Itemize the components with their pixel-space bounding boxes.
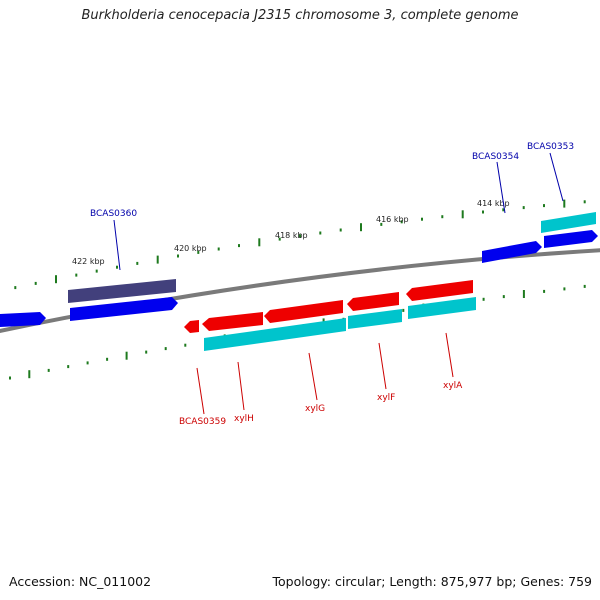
minor-tick xyxy=(402,308,405,312)
minor-tick xyxy=(75,273,78,277)
cds-feature-xylh-xylg[interactable] xyxy=(204,318,346,351)
minor-tick xyxy=(238,244,240,248)
gene-label-xylf[interactable]: xylF xyxy=(377,393,395,403)
gene-feature[interactable] xyxy=(0,312,46,327)
minor-tick xyxy=(145,350,148,354)
leader-line-bcas0359 xyxy=(196,367,205,415)
minor-tick xyxy=(9,376,11,380)
minor-tick xyxy=(563,287,566,291)
gene-feature-xylh[interactable] xyxy=(202,312,263,331)
minor-tick xyxy=(421,217,423,221)
genome-summary-text: Topology: circular; Length: 875,977 bp; … xyxy=(272,574,593,589)
gene-label-bcas0354[interactable]: BCAS0354 xyxy=(472,152,519,162)
gene-label-bcas0359[interactable]: BCAS0359 xyxy=(179,417,226,427)
minor-tick xyxy=(67,365,70,369)
minor-tick xyxy=(164,347,167,351)
leader-line-xylh xyxy=(237,361,245,411)
gene-feature-bcas0354[interactable] xyxy=(482,241,542,263)
major-tick xyxy=(522,290,525,298)
gene-feature-xylg[interactable] xyxy=(264,300,343,323)
minor-tick xyxy=(86,361,89,365)
leader-line-bcas0354 xyxy=(496,161,506,214)
minor-tick xyxy=(400,220,403,224)
major-tick xyxy=(28,370,31,379)
minor-tick xyxy=(543,289,546,293)
gene-label-xyla[interactable]: xylA xyxy=(443,381,463,391)
forward-gene-labels: BCAS0360 BCAS0354 BCAS0353 xyxy=(90,142,574,271)
gene-feature-bcas0359[interactable] xyxy=(184,320,199,333)
gene-feature-bcas0353[interactable] xyxy=(544,230,598,248)
cds-feature-bcas0353[interactable] xyxy=(541,212,596,233)
scale-label-418: 418 kbp xyxy=(275,231,308,240)
minor-tick xyxy=(34,281,37,285)
minor-tick xyxy=(116,265,118,269)
gene-label-bcas0353[interactable]: BCAS0353 xyxy=(527,142,574,152)
reverse-genes xyxy=(184,280,476,351)
gene-feature-bcas0360[interactable] xyxy=(68,279,176,303)
major-tick xyxy=(360,223,362,232)
scale-label-420: 420 kbp xyxy=(174,244,207,253)
minor-tick xyxy=(278,237,281,241)
gene-feature-xylf[interactable] xyxy=(347,292,399,311)
gene-label-xylg[interactable]: xylG xyxy=(305,404,325,414)
leader-line-xyla xyxy=(445,332,454,378)
minor-tick xyxy=(47,368,50,372)
map-title: Burkholderia cenocepacia J2315 chromosom… xyxy=(81,8,519,23)
leader-line-bcas0353 xyxy=(549,152,564,202)
major-tick xyxy=(125,351,128,360)
minor-tick xyxy=(502,295,505,299)
leader-line-xylf xyxy=(378,342,387,390)
minor-tick xyxy=(177,254,179,258)
minor-tick xyxy=(299,234,301,238)
gene-label-bcas0360[interactable]: BCAS0360 xyxy=(90,209,137,219)
forward-genes xyxy=(0,212,598,327)
minor-tick xyxy=(95,269,98,273)
major-tick xyxy=(461,210,464,219)
major-tick xyxy=(55,275,57,284)
major-tick xyxy=(563,199,566,208)
cds-feature-xyla[interactable] xyxy=(408,297,476,319)
outer-tick-track xyxy=(14,199,586,290)
minor-tick xyxy=(184,343,187,347)
minor-tick xyxy=(502,208,505,212)
minor-tick xyxy=(380,222,383,226)
minor-tick xyxy=(482,210,484,214)
major-tick xyxy=(156,255,159,264)
minor-tick xyxy=(106,357,109,361)
gene-label-xylh[interactable]: xylH xyxy=(234,414,254,424)
scale-label-414: 414 kbp xyxy=(477,199,510,208)
cds-feature-bcas0360[interactable] xyxy=(70,297,178,321)
minor-tick xyxy=(136,261,139,265)
minor-tick xyxy=(583,284,586,288)
minor-tick xyxy=(319,231,322,235)
scale-label-416: 416 kbp xyxy=(376,215,409,224)
accession-text: Accession: NC_011002 xyxy=(9,574,152,589)
minor-tick xyxy=(482,297,485,301)
scale-label-422: 422 kbp xyxy=(72,257,105,266)
cds-feature-xylf[interactable] xyxy=(348,309,402,329)
minor-tick xyxy=(217,247,220,251)
minor-tick xyxy=(14,286,17,290)
leader-line-bcas0360 xyxy=(113,219,121,271)
leader-line-xylg xyxy=(308,352,318,401)
minor-tick xyxy=(339,228,342,232)
reverse-gene-labels: BCAS0359 xylH xylG xylF xylA xyxy=(179,332,463,427)
minor-tick xyxy=(583,200,586,204)
minor-tick xyxy=(543,204,545,208)
major-tick xyxy=(258,238,261,247)
minor-tick xyxy=(441,215,444,219)
gene-feature-xyla[interactable] xyxy=(406,280,473,301)
minor-tick xyxy=(522,206,525,210)
minor-tick xyxy=(197,250,200,254)
